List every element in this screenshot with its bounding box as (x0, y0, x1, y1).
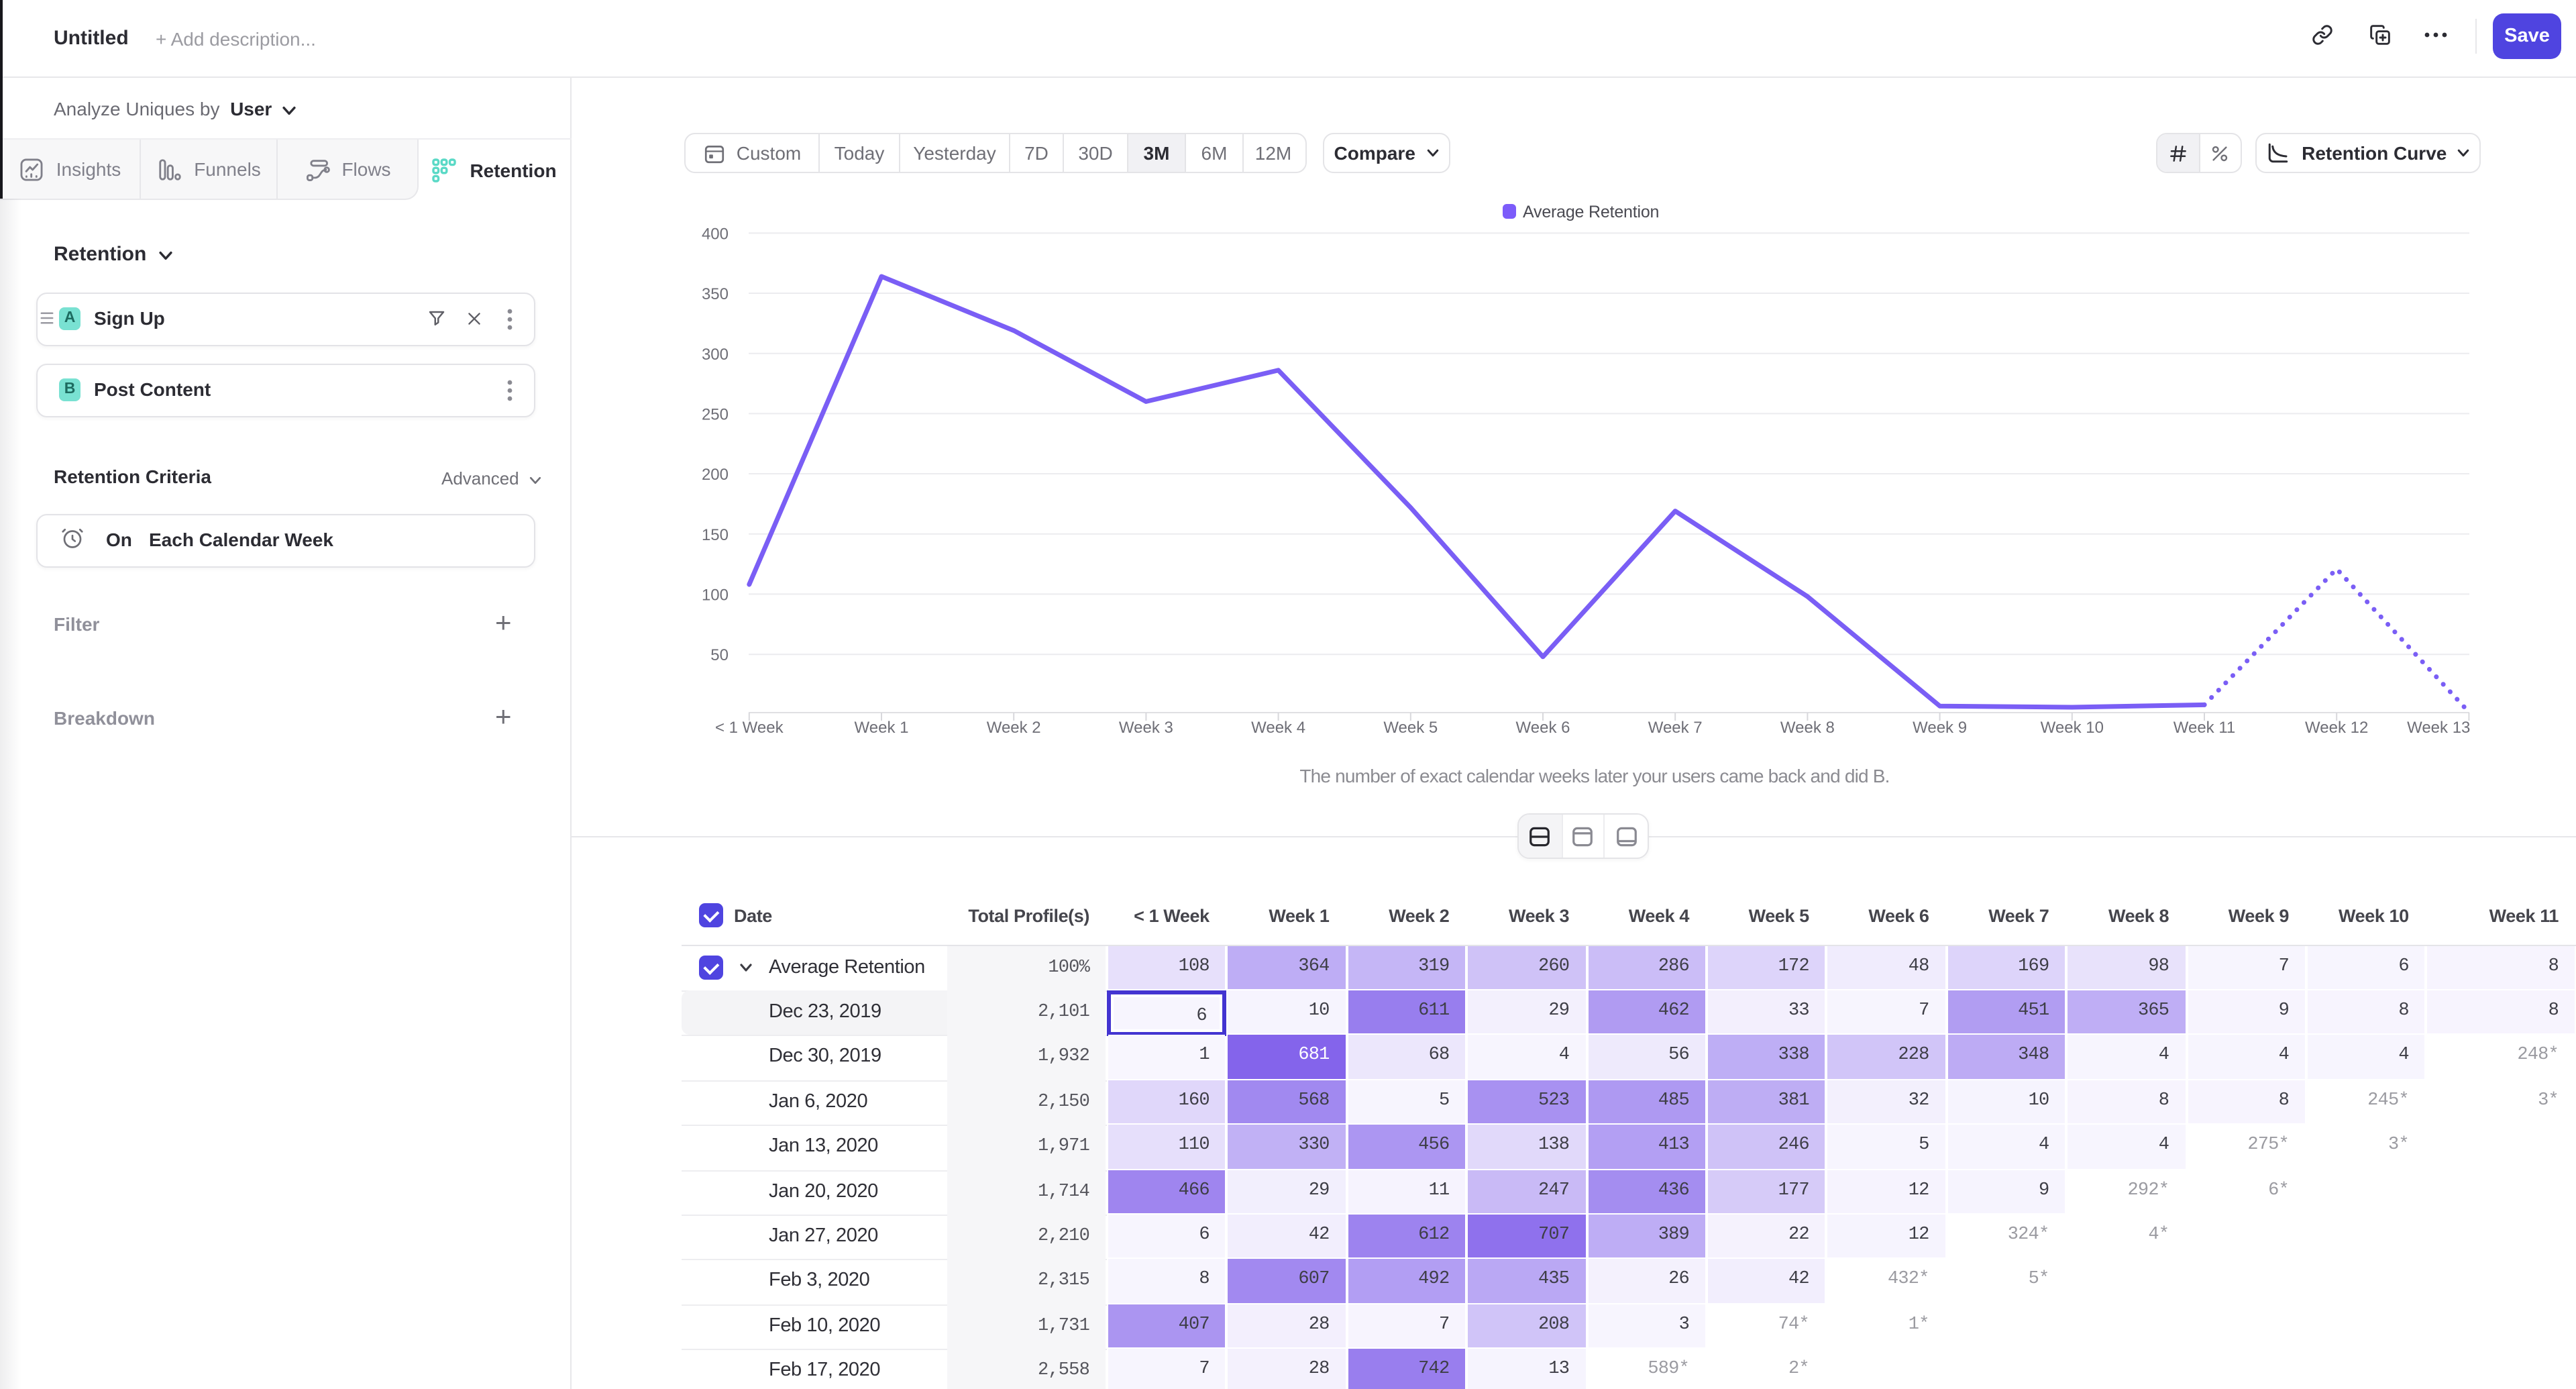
svg-text:Week 7: Week 7 (1648, 719, 1703, 737)
svg-text:150: 150 (702, 526, 729, 544)
svg-text:200: 200 (702, 466, 729, 484)
svg-text:Week 8: Week 8 (1780, 719, 1835, 737)
svg-text:Week 11: Week 11 (2174, 719, 2236, 737)
svg-text:350: 350 (702, 285, 729, 303)
svg-text:Week 2: Week 2 (987, 719, 1041, 737)
svg-text:Week 1: Week 1 (855, 719, 909, 737)
svg-text:Week 6: Week 6 (1516, 719, 1570, 737)
svg-text:Week 13: Week 13 (2407, 719, 2470, 737)
svg-text:50: 50 (710, 646, 729, 664)
svg-text:Week 9: Week 9 (1913, 719, 1967, 737)
svg-text:Week 5: Week 5 (1383, 719, 1438, 737)
svg-text:Week 3: Week 3 (1119, 719, 1173, 737)
svg-text:400: 400 (702, 225, 729, 243)
svg-text:250: 250 (702, 405, 729, 423)
svg-text:Week 12: Week 12 (2305, 719, 2368, 737)
svg-text:100: 100 (702, 586, 729, 604)
svg-text:< 1 Week: < 1 Week (715, 719, 784, 737)
svg-text:300: 300 (702, 346, 729, 364)
svg-text:Week 10: Week 10 (2041, 719, 2104, 737)
svg-text:Week 4: Week 4 (1251, 719, 1305, 737)
